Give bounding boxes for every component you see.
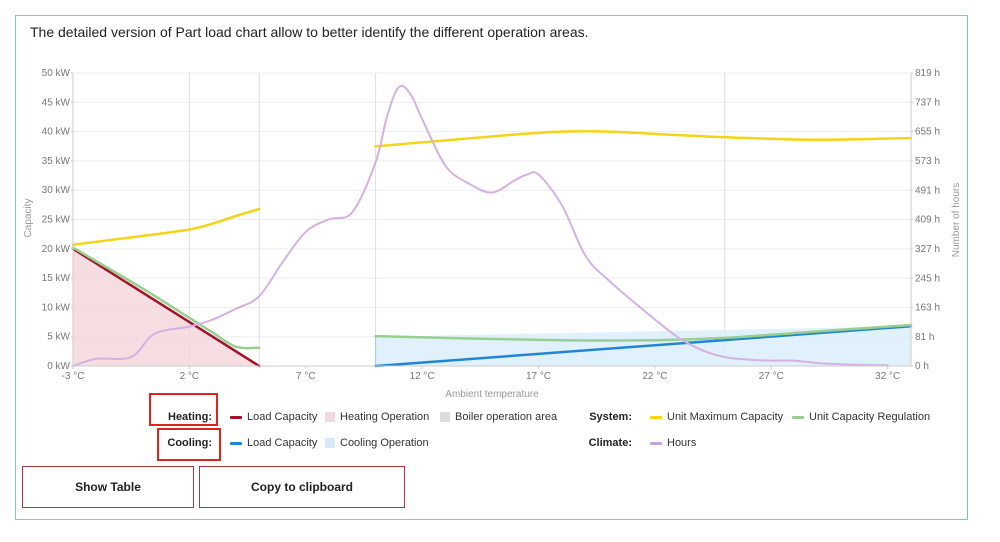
x-tick-label: 2 °C [180, 371, 200, 382]
y-left-tick-label: 25 kW [42, 215, 71, 226]
unit-maximum-capacity-cooling-line [374, 129, 913, 148]
y-right-tick-label: 491 h [915, 185, 940, 196]
x-axis-title: Ambient temperature [445, 389, 539, 400]
legend-unit-max-label: Unit Maximum Capacity [667, 411, 784, 423]
legend-unit-regulation[interactable]: Unit Capacity Regulation [792, 411, 930, 423]
legend-heating-load[interactable]: Load Capacity [230, 411, 317, 423]
legend-heating-operation-label: Heating Operation [340, 411, 430, 423]
cooling-legend-label: Cooling: [167, 437, 212, 449]
legend-hours[interactable]: Hours [650, 437, 696, 449]
y-right-tick-label: 327 h [915, 244, 940, 255]
legend-boiler-area-label: Boiler operation area [455, 411, 558, 423]
y-right-tick-label: 0 h [915, 361, 929, 372]
show-table-button[interactable]: Show Table [22, 466, 194, 508]
axes: 0 kW 5 kW 10 kW 15 kW 20 kW 25 kW 30 kW 35 kW 40… [42, 68, 940, 382]
x-tick-label: 17 °C [526, 371, 551, 382]
heating-operation-swatch [325, 412, 335, 422]
y-right-tick-label: 819 h [915, 68, 940, 79]
y-left-tick-label: 5 kW [47, 332, 70, 343]
hours-swatch [650, 441, 662, 445]
legend-hours-label: Hours [667, 437, 697, 449]
unit-maximum-capacity-heating-line [71, 207, 261, 246]
cooling-load-swatch [230, 441, 242, 445]
cooling-label-highlight [157, 428, 221, 461]
heating-load-capacity-line [71, 247, 261, 368]
x-tick-label: 12 °C [410, 371, 435, 382]
y-left-tick-label: 30 kW [42, 185, 71, 196]
system-legend-label: System: [589, 411, 632, 423]
part-load-chart: 0 kW 5 kW 10 kW 15 kW 20 kW 25 kW 30 kW 35 kW 40… [23, 68, 962, 400]
boiler-area-swatch [440, 412, 450, 422]
y-left-tick-label: 45 kW [42, 97, 71, 108]
cooling-operation-swatch [325, 438, 335, 448]
unit-max-swatch [650, 415, 662, 419]
unit-capacity-regulation-cooling-line [374, 323, 913, 342]
y-axis-right-title: Number of hours [951, 183, 962, 257]
y-right-tick-label: 163 h [915, 303, 940, 314]
y-left-tick-label: 10 kW [42, 302, 71, 313]
y-right-tick-label: 573 h [915, 156, 940, 167]
legend-cooling-load-label: Load Capacity [247, 437, 318, 449]
climate-legend-label: Climate: [588, 437, 632, 449]
x-tick-label: 27 °C [759, 371, 784, 382]
heating-label-highlight [149, 393, 218, 426]
y-left-tick-label: 15 kW [42, 273, 71, 284]
series-lines [71, 84, 913, 368]
x-tick-label: -3 °C [62, 371, 85, 382]
x-tick-label: 22 °C [642, 371, 667, 382]
cooling-load-capacity-line [374, 324, 913, 368]
legend-heating-load-label: Load Capacity [247, 411, 318, 423]
unit-regulation-swatch [792, 415, 804, 419]
legend-cooling-load[interactable]: Load Capacity [230, 437, 317, 449]
y-left-tick-label: 0 kW [47, 361, 70, 372]
y-right-tick-label: 245 h [915, 273, 940, 284]
legend-heating-operation[interactable]: Heating Operation [325, 411, 429, 423]
y-right-tick-label: 81 h [915, 332, 934, 343]
legend-boiler-area[interactable]: Boiler operation area [440, 411, 557, 423]
y-right-tick-label: 737 h [915, 97, 940, 108]
chart-panel [15, 15, 968, 520]
grid [73, 72, 911, 367]
copy-to-clipboard-button[interactable]: Copy to clipboard [199, 466, 405, 508]
x-tick-label: 32 °C [875, 371, 900, 382]
legend-unit-regulation-label: Unit Capacity Regulation [809, 411, 931, 423]
y-left-tick-label: 50 kW [42, 68, 71, 79]
y-left-tick-label: 40 kW [42, 127, 71, 138]
y-left-tick-label: 35 kW [42, 156, 71, 167]
y-right-tick-label: 655 h [915, 127, 940, 138]
heating-legend-label: Heating: [168, 411, 212, 423]
legend-unit-max[interactable]: Unit Maximum Capacity [650, 411, 783, 423]
x-tick-label: 7 °C [296, 371, 316, 382]
heating-load-swatch [230, 415, 242, 419]
y-right-tick-label: 409 h [915, 215, 940, 226]
unit-capacity-regulation-heating-line [71, 246, 261, 350]
legend-cooling-operation[interactable]: Cooling Operation [325, 437, 429, 449]
y-axis-left-title: Capacity [23, 199, 34, 238]
hours-line [72, 84, 889, 367]
legend-cooling-operation-label: Cooling Operation [340, 437, 429, 449]
y-left-tick-label: 20 kW [42, 244, 71, 255]
chart-description: The detailed version of Part load chart … [30, 24, 589, 40]
